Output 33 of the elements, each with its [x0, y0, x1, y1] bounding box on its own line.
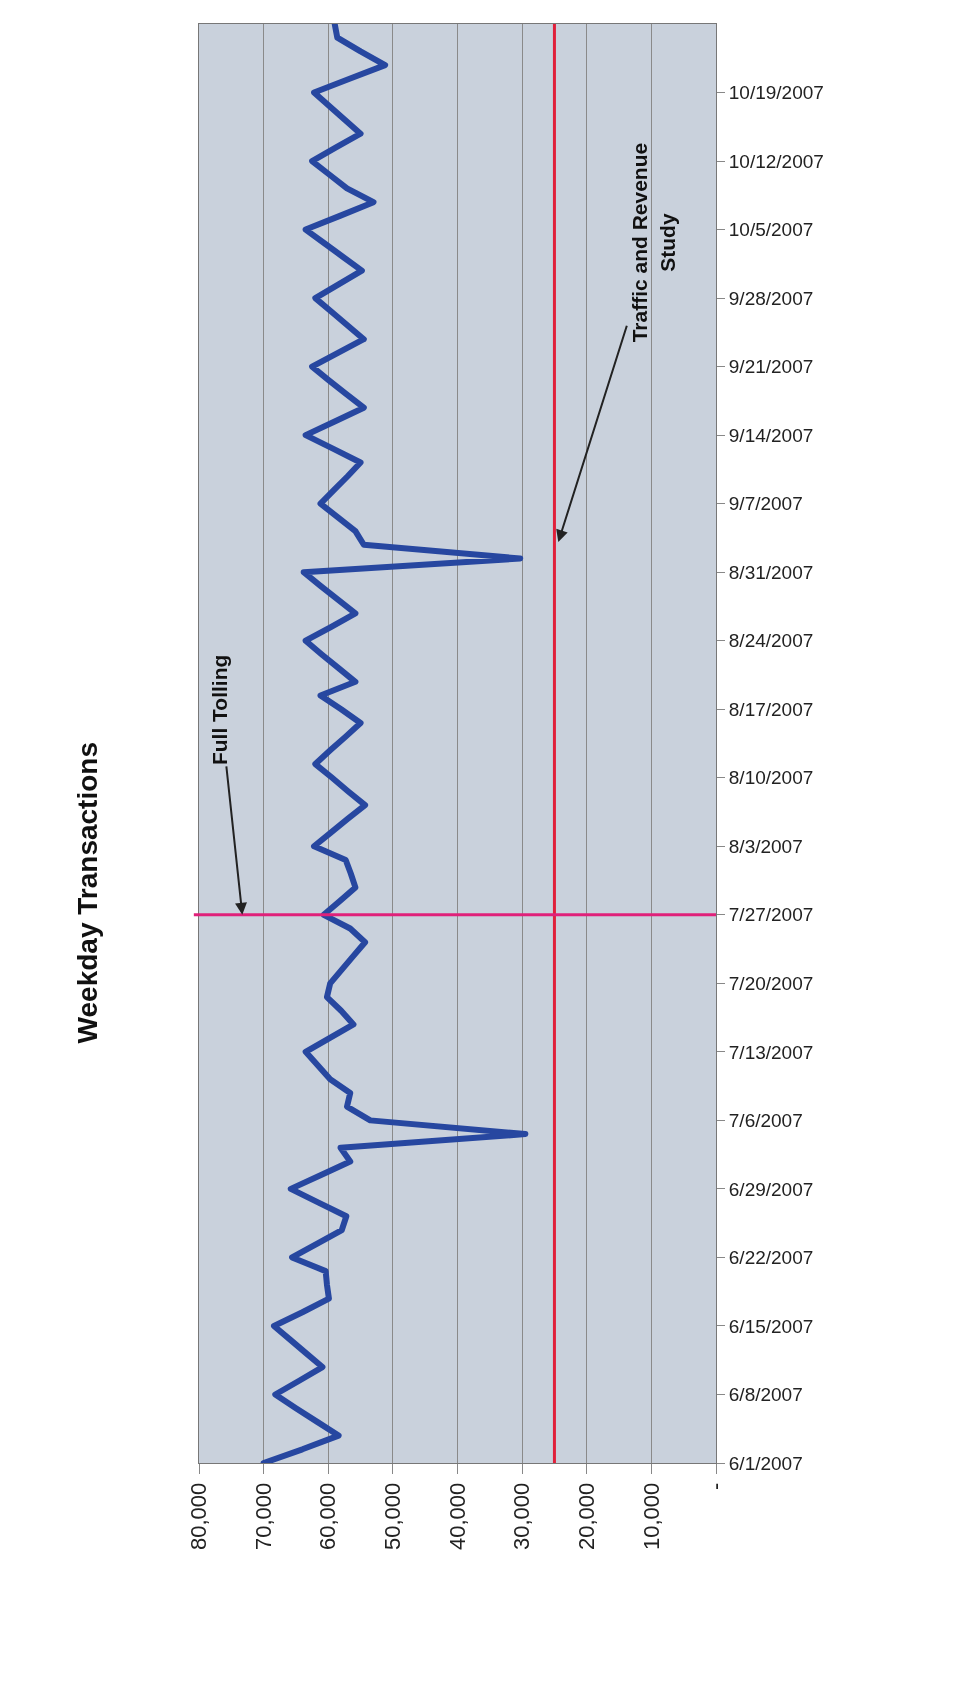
- y-tick-label: 6/29/2007: [728, 1178, 814, 1200]
- y-tick-label: 8/3/2007: [728, 835, 803, 857]
- y-tick-label: 6/22/2007: [728, 1247, 814, 1269]
- x-tick-label: 10,000: [638, 1482, 664, 1551]
- x-tick-label: 50,000: [380, 1482, 406, 1551]
- y-tick-label: 6/8/2007: [728, 1384, 803, 1406]
- y-tick-label: 6/15/2007: [728, 1315, 814, 1337]
- y-tick-label: 7/13/2007: [728, 1041, 814, 1063]
- y-tick-label: 8/31/2007: [728, 561, 814, 583]
- y-tick-label: 7/6/2007: [728, 1110, 803, 1132]
- y-tick-label: 8/24/2007: [728, 630, 814, 652]
- y-tick-label: 9/28/2007: [728, 287, 814, 309]
- y-tick-label: 9/14/2007: [728, 424, 814, 446]
- y-tick-label: 10/5/2007: [728, 219, 814, 241]
- x-tick-label: -: [703, 1482, 729, 1491]
- y-tick-label: 10/19/2007: [728, 82, 824, 104]
- y-tick-label: 10/12/2007: [728, 150, 824, 172]
- x-tick-label: 80,000: [186, 1482, 212, 1551]
- text: Weekday Transactions: [72, 742, 104, 1044]
- annotation: Full Tolling: [208, 654, 232, 766]
- y-tick-label: 7/20/2007: [728, 972, 814, 994]
- x-tick-label: 20,000: [573, 1482, 599, 1551]
- y-tick-label: 9/7/2007: [728, 493, 803, 515]
- y-tick-label: 9/21/2007: [728, 356, 814, 378]
- y-tick-label: 7/27/2007: [728, 904, 814, 926]
- x-tick-label: 40,000: [444, 1482, 470, 1551]
- y-tick-label: 6/1/2007: [728, 1452, 803, 1474]
- x-tick-label: 60,000: [315, 1482, 341, 1551]
- y-tick-label: 8/17/2007: [728, 698, 814, 720]
- y-tick-label: 8/10/2007: [728, 767, 814, 789]
- x-tick-label: 70,000: [250, 1482, 276, 1551]
- x-tick-label: 30,000: [509, 1482, 535, 1551]
- annotation: Traffic and Revenue Study: [628, 142, 679, 343]
